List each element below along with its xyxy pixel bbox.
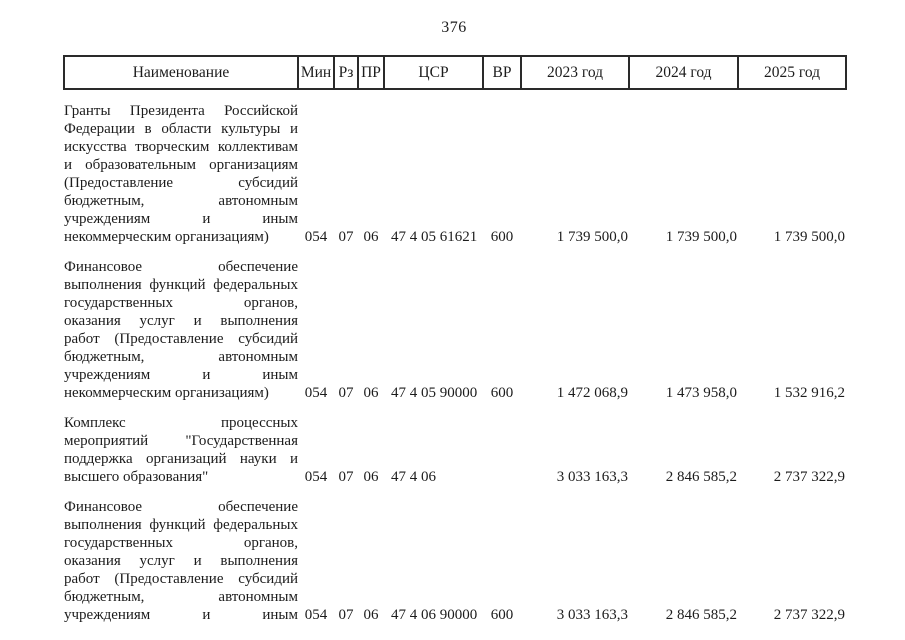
row-amount-2023: 1 472 068,9 [556, 385, 628, 401]
row-name-line: Федерации в области культуры и [64, 121, 298, 137]
row-name-line: высшего образования" [64, 469, 209, 485]
row-name-line: некоммерческим организациям) [64, 385, 269, 401]
budget-table-body: Гранты Президента Российской Федерации в … [64, 89, 846, 624]
row-name-line: работ (Предоставление субсидий [64, 331, 298, 347]
row-code-rz: 07 [338, 229, 354, 245]
row-name-line: и образовательным организациям [64, 157, 298, 173]
table-row: Комплекс процессных мероприятий "Государс… [64, 402, 846, 486]
header-year-2025: 2025 год [737, 55, 847, 90]
row-amount-2023: 3 033 163,3 [556, 469, 628, 485]
row-name-line: бюджетным, автономным [64, 193, 298, 209]
row-code-rz: 07 [338, 469, 354, 485]
row-code-vr: 600 [490, 607, 514, 623]
row-code-vr: 600 [490, 229, 514, 245]
row-name-line: поддержка организаций науки и [64, 451, 298, 467]
row-name-line: выполнения функций федеральных [64, 517, 298, 533]
row-code-csr: 47 4 05 61621 [391, 229, 478, 245]
header-year-2023: 2023 год [520, 55, 630, 90]
header-pr: ПР [357, 55, 385, 90]
row-code-pr: 06 [363, 607, 379, 623]
row-code-pr: 06 [363, 229, 379, 245]
row-name-line: работ (Предоставление субсидий [64, 571, 298, 587]
row-amount-2025: 2 737 322,9 [773, 607, 845, 623]
row-code-vr: 600 [490, 385, 514, 401]
row-name-line: учреждениям и иным [64, 367, 298, 383]
row-name-line: Гранты Президента Российской [64, 103, 298, 119]
row-amount-2025: 1 739 500,0 [773, 229, 845, 245]
row-name: Комплекс процессных мероприятий "Государс… [64, 402, 298, 486]
table-row: Финансовое обеспечение выполнения функций… [64, 246, 846, 402]
row-code-min: 054 [304, 607, 328, 623]
header-min: Мин [297, 55, 335, 90]
header-year-2024: 2024 год [628, 55, 739, 90]
row-code-csr: 47 4 06 [391, 469, 436, 485]
table-row: Гранты Президента Российской Федерации в … [64, 89, 846, 246]
row-name-line: государственных органов, [64, 295, 298, 311]
row-name-line: оказания услуг и выполнения [64, 313, 298, 329]
row-code-csr: 47 4 05 90000 [391, 385, 478, 401]
row-name-line: некоммерческим организациям) [64, 229, 269, 245]
row-name-line: Финансовое обеспечение [64, 499, 298, 515]
row-amount-2025: 2 737 322,9 [773, 469, 845, 485]
row-amount-2023: 1 739 500,0 [556, 229, 628, 245]
row-name-line: бюджетным, автономным [64, 349, 298, 365]
row-name-line: государственных органов, [64, 535, 298, 551]
row-amount-2024: 1 739 500,0 [665, 229, 737, 245]
budget-table: Наименование Мин Рз ПР ЦСР ВР 2023 год 2… [63, 55, 847, 624]
row-name-line: бюджетным, автономным [64, 589, 298, 605]
row-name-line: искусства творческим коллективам [64, 139, 298, 155]
row-code-min: 054 [304, 229, 328, 245]
row-code-rz: 07 [338, 385, 354, 401]
row-code-min: 054 [304, 469, 328, 485]
row-amount-2024: 2 846 585,2 [665, 607, 737, 623]
table-row: Финансовое обеспечение выполнения функций… [64, 486, 846, 624]
row-code-pr: 06 [363, 469, 379, 485]
row-code-vr [483, 402, 521, 486]
row-amount-2023: 3 033 163,3 [556, 607, 628, 623]
row-name-line: учреждениям и иным [64, 607, 298, 623]
row-name: Финансовое обеспечение выполнения функций… [64, 246, 298, 402]
row-name-line: мероприятий "Государственная [64, 433, 298, 449]
row-code-pr: 06 [363, 385, 379, 401]
header-rz: Рз [333, 55, 359, 90]
row-amount-2024: 1 473 958,0 [665, 385, 737, 401]
row-name-line: оказания услуг и выполнения [64, 553, 298, 569]
header-csr: ЦСР [383, 55, 484, 90]
row-name: Гранты Президента Российской Федерации в … [64, 89, 298, 246]
row-name-line: Комплекс процессных [64, 415, 298, 431]
row-amount-2025: 1 532 916,2 [773, 385, 845, 401]
row-name: Финансовое обеспечение выполнения функций… [64, 486, 298, 624]
header-vr: ВР [482, 55, 522, 90]
row-amount-2024: 2 846 585,2 [665, 469, 737, 485]
row-code-csr: 47 4 06 90000 [391, 607, 478, 623]
header-name: Наименование [63, 55, 299, 90]
row-name-line: учреждениям и иным [64, 211, 298, 227]
row-name-line: (Предоставление субсидий [64, 175, 298, 191]
row-name-line: Финансовое обеспечение [64, 259, 298, 275]
budget-table-header: Наименование Мин Рз ПР ЦСР ВР 2023 год 2… [63, 55, 847, 90]
row-code-min: 054 [304, 385, 328, 401]
page-number: 376 [441, 19, 467, 36]
row-name-line: выполнения функций федеральных [64, 277, 298, 293]
row-code-rz: 07 [338, 607, 354, 623]
header-row: Наименование Мин Рз ПР ЦСР ВР 2023 год 2… [63, 55, 847, 90]
